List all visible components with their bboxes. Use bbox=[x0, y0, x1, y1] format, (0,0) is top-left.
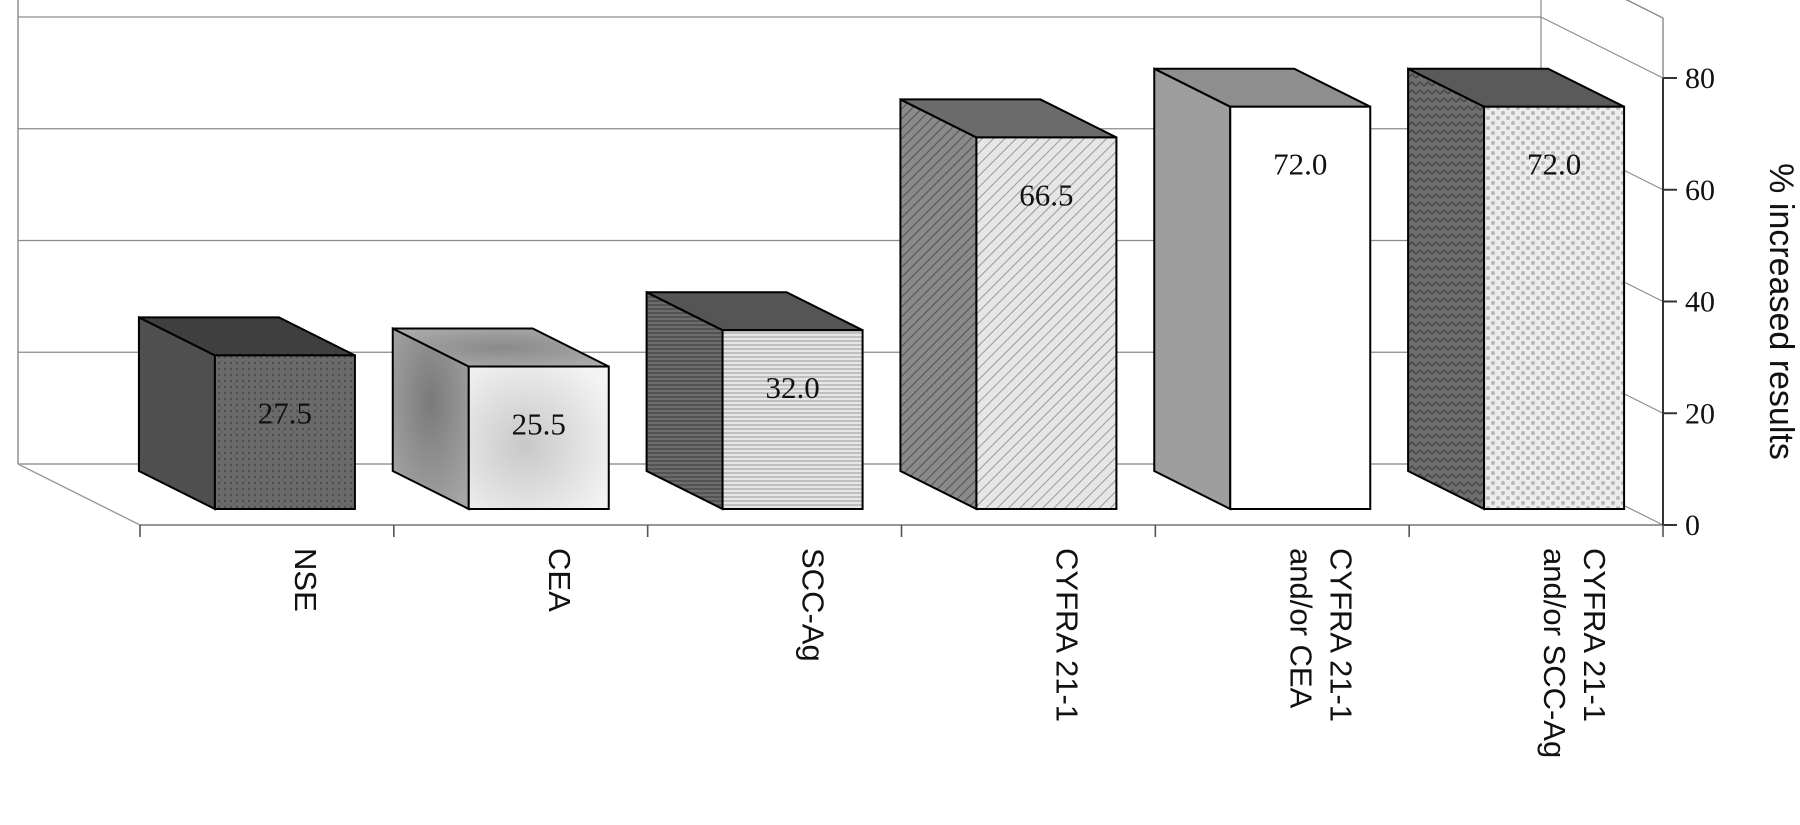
bar: 72.0 bbox=[1153, 67, 1372, 511]
bar-front-face bbox=[213, 354, 356, 510]
x-tick-label-line: SCC-Ag bbox=[796, 548, 831, 662]
x-tick-label-line: CYFRA 21-1 bbox=[1577, 548, 1612, 722]
data-label: 32.0 bbox=[765, 370, 819, 405]
data-label: 72.0 bbox=[1527, 147, 1581, 182]
x-tick-label: CEA bbox=[542, 548, 577, 612]
x-tick-label-line: CYFRA 21-1 bbox=[1049, 548, 1084, 722]
bar-side-face bbox=[1407, 67, 1486, 511]
bar-front-face bbox=[1229, 105, 1372, 510]
data-label: 27.5 bbox=[258, 395, 312, 430]
y-tick-label: 60 bbox=[1685, 174, 1715, 207]
y-axis-label: % increased results bbox=[1762, 163, 1800, 460]
x-tick-label-line: and/or SCC-Ag bbox=[1537, 548, 1572, 758]
x-tick-label-line: and/or CEA bbox=[1283, 548, 1318, 709]
y-tick-label: 0 bbox=[1685, 509, 1700, 542]
x-tick-label: NSE bbox=[288, 548, 323, 612]
x-tick-label: CYFRA 21-1and/or CEA bbox=[1283, 548, 1358, 722]
bar-front-face bbox=[1483, 105, 1626, 510]
x-tick-label: CYFRA 21-1and/or SCC-Ag bbox=[1537, 548, 1612, 758]
bar-front-face bbox=[721, 329, 864, 511]
bar-front-face bbox=[467, 365, 610, 510]
bar: 32.0 bbox=[645, 290, 864, 511]
x-tick-label: SCC-Ag bbox=[796, 548, 831, 662]
bar: 72.0 bbox=[1407, 67, 1626, 511]
bar: 66.5 bbox=[899, 97, 1118, 511]
bars: 27.5 25.5 32.0 66.5 72.0 72.0 bbox=[137, 67, 1626, 511]
bar: 25.5 bbox=[391, 326, 610, 511]
x-tick-label-line: CEA bbox=[542, 548, 577, 612]
bar: 27.5 bbox=[137, 315, 356, 511]
floor-left-edge bbox=[17, 463, 141, 526]
y-axis: 0 20 40 60 80 bbox=[1662, 62, 1715, 542]
x-tick-label: CYFRA 21-1 bbox=[1049, 548, 1084, 722]
y-tick-label: 80 bbox=[1685, 62, 1715, 95]
bar-side-face bbox=[899, 97, 978, 511]
side-gridline bbox=[1540, 16, 1664, 79]
x-tick-label-line: NSE bbox=[288, 548, 323, 612]
y-tick-label: 40 bbox=[1685, 286, 1715, 319]
bar-front-face bbox=[975, 136, 1118, 510]
x-axis: NSE CEA SCC-Ag CYFRA 21-1 CYFRA 21-1and/or C… bbox=[139, 525, 1664, 758]
data-label: 72.0 bbox=[1273, 147, 1327, 182]
data-label: 25.5 bbox=[512, 407, 566, 442]
bar-side-face bbox=[1153, 67, 1232, 511]
y-tick-label: 20 bbox=[1685, 397, 1715, 430]
data-label: 66.5 bbox=[1019, 177, 1073, 212]
x-tick-label-line: CYFRA 21-1 bbox=[1323, 548, 1358, 722]
